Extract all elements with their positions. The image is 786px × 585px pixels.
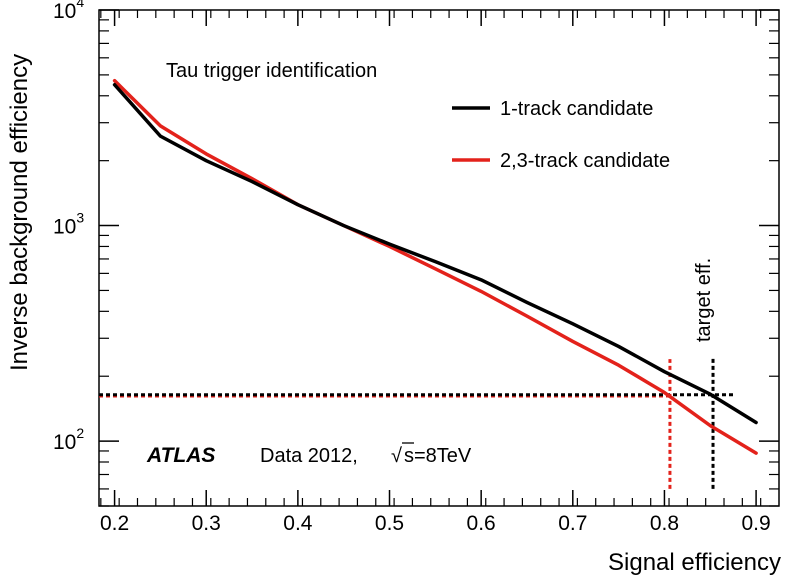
y-tick-label: 103 bbox=[53, 210, 84, 239]
x-tick-label: 0.9 bbox=[741, 512, 770, 535]
x-tick-label: 0.2 bbox=[100, 512, 129, 535]
target-eff-label: target eff. bbox=[693, 258, 715, 342]
x-tick-label: 0.8 bbox=[650, 512, 679, 535]
x-tick-label: 0.3 bbox=[192, 512, 221, 535]
x-tick-label: 0.6 bbox=[467, 512, 496, 535]
energy-label: s=8TeV bbox=[404, 445, 472, 467]
series-line-1 bbox=[112, 78, 758, 455]
x-tick-label: 0.4 bbox=[283, 512, 313, 535]
sqrt-symbol: √ bbox=[391, 445, 402, 467]
x-tick-label: 0.5 bbox=[375, 512, 404, 535]
legend: 1-track candidate 2,3-track candidate bbox=[452, 98, 670, 172]
plot-frame bbox=[98, 9, 780, 507]
data-label: Data 2012, bbox=[260, 445, 358, 467]
series-line-0 bbox=[112, 83, 758, 425]
x-tick-label: 0.7 bbox=[558, 512, 587, 535]
legend-label-1-track: 1-track candidate bbox=[500, 98, 653, 120]
x-axis-title: Signal efficiency bbox=[608, 549, 781, 576]
y-axis-title: Inverse background efficiency bbox=[6, 54, 33, 371]
chart-title: Tau trigger identification bbox=[166, 60, 377, 82]
target-lines bbox=[99, 357, 734, 489]
y-tick-label: 102 bbox=[53, 425, 84, 454]
atlas-label: ATLAS bbox=[146, 444, 215, 467]
series-lines bbox=[112, 78, 758, 455]
legend-label-2-3-track: 2,3-track candidate bbox=[500, 150, 670, 172]
x-ticks: 0.2 0.3 0.4 0.5 0.6 0.7 0.8 0.9 bbox=[100, 10, 771, 535]
y-tick-label: 104 bbox=[53, 0, 84, 23]
